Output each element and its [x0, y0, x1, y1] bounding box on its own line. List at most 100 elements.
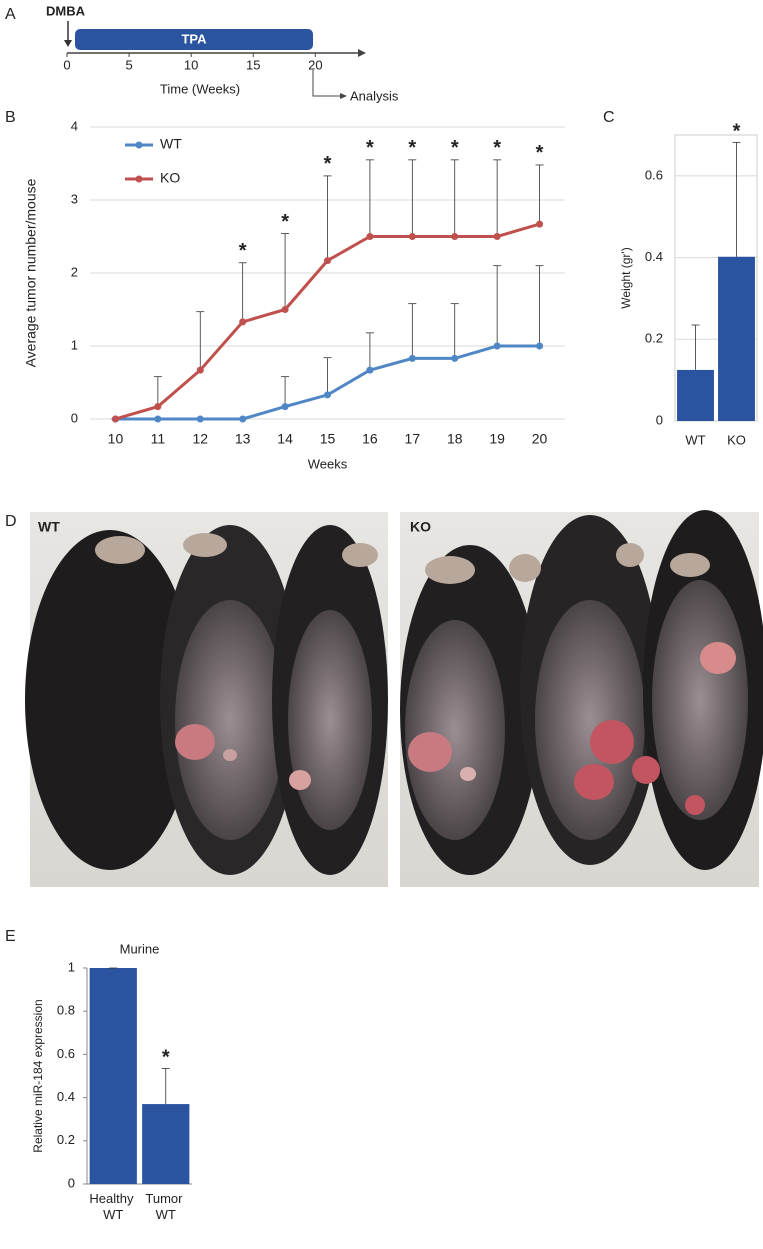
point [366, 366, 374, 374]
y-tick-label: 1 [71, 337, 78, 352]
plot-frame [674, 134, 758, 422]
point [493, 233, 501, 240]
x-axis-label: Weeks [308, 456, 348, 471]
point [239, 415, 247, 423]
error-bar [365, 159, 374, 237]
y-tick-label: 4 [71, 118, 78, 133]
x-tick-label: 20 [532, 431, 548, 447]
point [408, 354, 416, 362]
point [536, 220, 544, 228]
arrow-head [340, 93, 347, 99]
significance-star: * [239, 240, 247, 262]
x-tick-label: 14 [277, 431, 293, 447]
error-bar [281, 233, 290, 310]
photo-label: WT [38, 519, 60, 535]
x-tick-label: 18 [447, 431, 463, 447]
timeline-tick-label: 20 [308, 57, 322, 72]
legend-label: KO [160, 170, 180, 186]
timeline-tick-label: 10 [184, 57, 198, 72]
error-bar [408, 303, 417, 359]
point [281, 306, 289, 313]
x-tick-label: 13 [235, 431, 251, 447]
significance-star: * [324, 153, 332, 175]
panel-label: C [603, 109, 615, 126]
chart-title: Murine [120, 941, 160, 956]
x-tick-label: 10 [108, 431, 124, 447]
y-tick-label: 0.8 [57, 1003, 75, 1018]
significance-star: * [366, 137, 374, 159]
error-bar [281, 376, 290, 407]
tpa-bar [75, 29, 313, 50]
y-tick-label: 0.6 [645, 167, 663, 182]
y-tick-label: 0.4 [645, 249, 663, 264]
y-tick-label: 0.4 [57, 1089, 75, 1104]
error-bar [493, 265, 502, 346]
photo-ko [400, 510, 763, 887]
y-tick-label: 0 [68, 1175, 75, 1190]
point [451, 354, 459, 362]
significance-star: * [162, 1047, 170, 1069]
y-tick-label: 1 [68, 959, 75, 974]
y-tick-label: 0 [71, 410, 78, 425]
timeline-tick-label: 15 [246, 57, 260, 72]
error-bar [408, 159, 417, 237]
x-tick-label: 17 [405, 431, 421, 447]
timeline-tick-label: 0 [63, 57, 70, 72]
tpa-label: TPA [181, 31, 207, 46]
x-tick-label: Tumor WT [145, 1191, 186, 1222]
significance-star: * [281, 211, 289, 233]
panel-label: A [5, 6, 16, 23]
significance-star: * [536, 142, 544, 164]
point [281, 403, 289, 411]
x-tick-label: 12 [192, 431, 208, 447]
timeline-axis-label: Time (Weeks) [160, 81, 240, 96]
point [493, 342, 501, 350]
legend-marker [135, 141, 143, 149]
point [366, 233, 374, 240]
arrow-head [64, 40, 72, 47]
bar [677, 369, 714, 421]
error-bar [535, 164, 544, 225]
point [239, 318, 247, 326]
legend-marker [135, 175, 143, 183]
point [324, 257, 331, 265]
x-tick-label: 16 [362, 431, 378, 447]
panel-label: B [5, 109, 16, 126]
timeline-start: DMBA [46, 3, 86, 18]
point [154, 415, 162, 423]
panel-label: D [5, 513, 17, 530]
error-bar [450, 303, 459, 359]
point [451, 233, 459, 240]
significance-star: * [408, 137, 416, 159]
y-tick-label: 0.2 [645, 331, 663, 346]
timeline-tick-label: 5 [125, 57, 132, 72]
error-bar [732, 141, 741, 257]
point [196, 366, 204, 374]
point [111, 415, 119, 423]
y-axis-label: Average tumor number/mouse [23, 178, 39, 367]
panel-label: E [5, 928, 16, 945]
x-tick-label: 19 [489, 431, 505, 447]
y-axis-label: Relative miR-184 expression [31, 999, 45, 1152]
significance-star: * [493, 137, 501, 159]
error-bar [238, 262, 247, 322]
x-tick-label: KO [727, 432, 746, 447]
point [408, 233, 416, 240]
y-tick-label: 3 [71, 191, 78, 206]
error-bar [323, 357, 332, 395]
error-bar [450, 159, 459, 237]
point [154, 403, 162, 411]
photo-label: KO [410, 519, 431, 535]
analysis-label: Analysis [350, 88, 399, 103]
photo-wt [25, 512, 388, 887]
legend-label: WT [160, 136, 182, 152]
error-bar [493, 159, 502, 237]
point [196, 415, 204, 423]
significance-star: * [451, 137, 459, 159]
y-axis-label: Weight (gr') [619, 247, 633, 308]
significance-star: * [733, 121, 741, 143]
error-bar [196, 311, 205, 371]
error-bar [535, 265, 544, 346]
y-tick-label: 0.2 [57, 1132, 75, 1147]
point [324, 391, 331, 399]
